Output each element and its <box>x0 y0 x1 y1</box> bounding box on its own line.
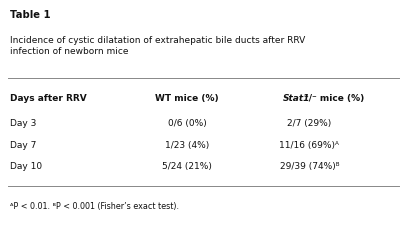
Text: Day 10: Day 10 <box>10 162 42 171</box>
Text: Incidence of cystic dilatation of extrahepatic bile ducts after RRV
infection of: Incidence of cystic dilatation of extrah… <box>10 36 305 56</box>
Text: Table 1: Table 1 <box>10 10 51 20</box>
Text: 0/6 (0%): 0/6 (0%) <box>168 119 207 128</box>
Text: Stat1: Stat1 <box>283 94 310 104</box>
Text: Day 7: Day 7 <box>10 141 37 150</box>
Text: 2/7 (29%): 2/7 (29%) <box>287 119 331 128</box>
Text: ᴬP < 0.01. ᴮP < 0.001 (Fisher’s exact test).: ᴬP < 0.01. ᴮP < 0.001 (Fisher’s exact te… <box>10 202 179 211</box>
Text: ⁻/⁻ mice (%): ⁻/⁻ mice (%) <box>304 94 364 104</box>
Text: Day 3: Day 3 <box>10 119 37 128</box>
Text: 11/16 (69%)ᴬ: 11/16 (69%)ᴬ <box>279 141 339 150</box>
Text: WT mice (%): WT mice (%) <box>155 94 219 104</box>
Text: 29/39 (74%)ᴮ: 29/39 (74%)ᴮ <box>280 162 339 171</box>
Text: 1/23 (4%): 1/23 (4%) <box>165 141 209 150</box>
Text: 5/24 (21%): 5/24 (21%) <box>162 162 212 171</box>
Text: Days after RRV: Days after RRV <box>10 94 87 104</box>
